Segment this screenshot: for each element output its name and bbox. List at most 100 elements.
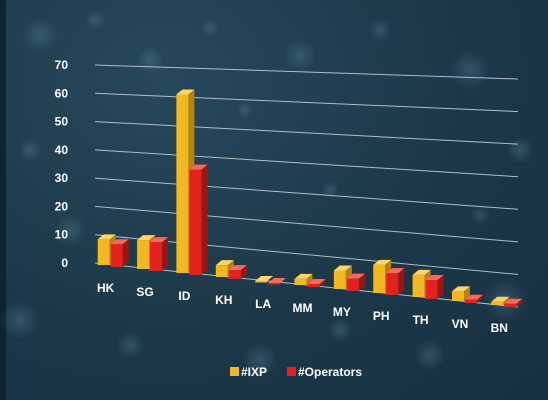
x-tick-label: KH bbox=[215, 293, 232, 307]
bar-front bbox=[97, 239, 110, 265]
bar-ixp-vn bbox=[451, 286, 470, 301]
bar-front bbox=[451, 291, 464, 301]
bar-top bbox=[268, 278, 287, 283]
bar-top bbox=[346, 273, 365, 279]
bokeh-dot bbox=[506, 136, 534, 164]
x-tick-label: SG bbox=[136, 285, 153, 299]
bar-side bbox=[240, 265, 247, 279]
bar-front bbox=[491, 301, 504, 305]
y-tick-label: 0 bbox=[61, 256, 68, 270]
bar-side bbox=[358, 273, 365, 291]
bar-side bbox=[201, 164, 208, 275]
bar-ixp-la bbox=[255, 276, 274, 283]
legend-swatch-ixp bbox=[230, 367, 239, 376]
bar-operators-vn bbox=[464, 294, 483, 303]
x-tick-label: HK bbox=[97, 281, 115, 295]
gridline bbox=[94, 92, 519, 113]
bar-operators-kh bbox=[228, 265, 247, 279]
bokeh-dot bbox=[116, 331, 144, 359]
legend-label-operators: #Operators bbox=[298, 365, 362, 379]
bar-ixp-mm bbox=[294, 273, 313, 285]
bokeh-dot bbox=[414, 339, 446, 371]
bar-top bbox=[255, 276, 274, 281]
x-tick-label: PH bbox=[373, 309, 390, 323]
y-tick-label: 30 bbox=[55, 171, 69, 185]
bokeh-dot bbox=[201, 19, 219, 37]
bar-front bbox=[255, 281, 268, 283]
bar-side bbox=[162, 237, 169, 271]
bar-side bbox=[516, 298, 523, 307]
bar-front bbox=[294, 278, 307, 285]
bar-front bbox=[373, 264, 386, 293]
bar-front bbox=[228, 270, 241, 279]
bar-side bbox=[437, 275, 444, 299]
bar-front bbox=[215, 265, 228, 277]
bokeh-dot bbox=[54, 214, 86, 246]
bar-front bbox=[137, 240, 150, 269]
bar-front bbox=[176, 94, 189, 273]
bokeh-dot bbox=[470, 205, 490, 225]
bar-front bbox=[307, 283, 320, 287]
bar-side bbox=[463, 286, 470, 301]
y-tick-label: 70 bbox=[55, 58, 69, 72]
bokeh-dot bbox=[284, 39, 316, 71]
x-tick-label: MM bbox=[293, 301, 313, 315]
bar-front bbox=[504, 303, 517, 307]
bar-front bbox=[150, 242, 163, 271]
bar-top bbox=[504, 298, 523, 304]
bar-top bbox=[294, 273, 313, 279]
background-bokeh bbox=[0, 10, 534, 378]
bar-front bbox=[464, 299, 477, 303]
bar-front bbox=[189, 169, 202, 275]
bar-top bbox=[97, 234, 116, 240]
bar-top bbox=[464, 294, 483, 300]
gridline bbox=[94, 205, 519, 243]
bar-ixp-bn bbox=[491, 296, 510, 305]
bar-top bbox=[491, 296, 510, 302]
bar-side bbox=[122, 239, 129, 267]
bar-top bbox=[137, 235, 156, 241]
bar-front bbox=[268, 283, 281, 285]
bar-top bbox=[307, 278, 326, 284]
bar-top bbox=[386, 268, 405, 274]
bar-front bbox=[346, 278, 359, 291]
gridline bbox=[94, 121, 519, 145]
y-axis-ticks: 0 10 20 30 40 50 60 70 bbox=[55, 58, 69, 270]
x-tick-label: MY bbox=[333, 305, 351, 319]
bokeh-dot bbox=[85, 10, 105, 30]
bar-side bbox=[476, 294, 483, 303]
bar-front bbox=[110, 244, 123, 267]
y-tick-label: 40 bbox=[55, 143, 69, 157]
bar-top bbox=[228, 265, 247, 271]
bokeh-dot bbox=[369, 19, 391, 41]
x-axis-ticks: HK SG ID KH LA MM MY PH TH VN BN bbox=[97, 281, 508, 335]
bar-front bbox=[386, 273, 399, 295]
bar-top bbox=[333, 265, 352, 271]
bokeh-dot bbox=[18, 138, 42, 162]
bar-operators-la bbox=[268, 278, 287, 285]
bokeh-dot bbox=[0, 300, 40, 340]
bar-operators-id bbox=[189, 164, 208, 275]
bar-top bbox=[189, 164, 208, 170]
gridline bbox=[94, 177, 519, 210]
bar-side bbox=[398, 268, 405, 295]
bar-front bbox=[425, 280, 438, 299]
bar-operators-my bbox=[346, 273, 365, 291]
bar-side bbox=[319, 278, 326, 287]
x-tick-label: LA bbox=[255, 297, 271, 311]
bokeh-dot bbox=[22, 17, 58, 53]
legend-label-ixp: #IXP bbox=[241, 365, 267, 379]
bar-side bbox=[503, 296, 510, 305]
bar-operators-hk bbox=[110, 239, 129, 267]
bar-side bbox=[306, 273, 313, 285]
x-tick-label: TH bbox=[413, 313, 429, 327]
y-tick-label: 50 bbox=[55, 115, 69, 129]
y-tick-label: 10 bbox=[55, 228, 69, 242]
bar-operators-sg bbox=[150, 237, 169, 271]
legend-swatch-operators bbox=[287, 367, 296, 376]
x-tick-label: VN bbox=[452, 317, 469, 331]
bokeh-dot bbox=[321, 181, 339, 199]
bar-top bbox=[425, 275, 444, 281]
